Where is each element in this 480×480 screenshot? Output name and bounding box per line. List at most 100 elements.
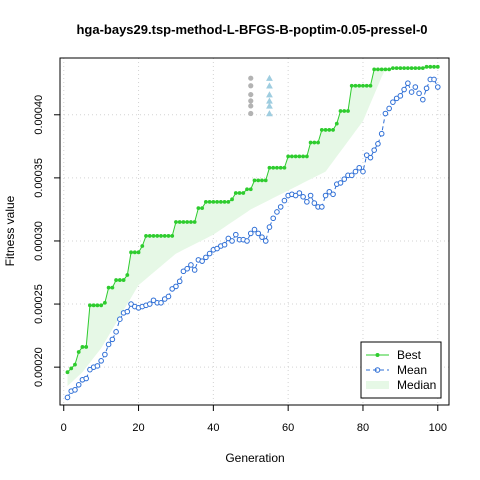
mean-point [75, 382, 82, 388]
mean-point [150, 297, 157, 304]
x-axis: 0 20 40 60 80 100 [61, 405, 447, 434]
mean-point [102, 351, 108, 358]
best-point [189, 220, 193, 224]
mean-point [266, 224, 273, 230]
mean-point [363, 152, 370, 158]
x-axis-label: Generation [225, 451, 284, 465]
best-point [267, 165, 272, 170]
mean-point [434, 84, 441, 90]
best-point [402, 66, 407, 70]
x-tick-label: 80 [357, 422, 369, 434]
mean-point [165, 293, 172, 300]
best-point [84, 345, 89, 349]
mean-point [360, 168, 366, 175]
best-point [136, 250, 141, 255]
best-point [114, 278, 119, 282]
y-tick-label: 0.00020 [33, 347, 45, 387]
mean-point [221, 241, 228, 248]
mean-point [375, 141, 381, 147]
best-point [304, 154, 309, 159]
mean-point [281, 197, 288, 204]
outlier-point-blue [266, 102, 273, 109]
mean-point [229, 238, 235, 244]
best-point [327, 128, 332, 132]
best-point [297, 154, 302, 159]
best-point [230, 197, 234, 202]
best-layer [65, 64, 440, 375]
x-tick-label: 60 [282, 422, 294, 434]
mean-point [259, 234, 265, 240]
mean-point [431, 76, 437, 83]
best-point [319, 128, 324, 132]
y-tick-label: 0.00035 [33, 158, 45, 198]
best-point [207, 199, 212, 204]
x-tick-label: 0 [61, 422, 67, 434]
mean-point [247, 230, 254, 237]
best-point [435, 64, 440, 69]
outlier-point-blue [266, 91, 273, 98]
best-point [368, 83, 373, 88]
best-point [185, 220, 190, 224]
best-point [323, 128, 328, 132]
mean-point [386, 105, 392, 112]
mean-point [330, 191, 336, 198]
best-point [102, 300, 107, 305]
best-point [293, 154, 298, 159]
outlier-point-gray [248, 83, 254, 89]
mean-point [423, 85, 430, 92]
legend-median-swatch [366, 381, 389, 389]
best-point [409, 66, 414, 70]
mean-point [158, 299, 164, 306]
best-point [110, 285, 115, 290]
mean-point [393, 95, 400, 102]
best-point [200, 206, 205, 211]
outlier-point-blue [266, 82, 273, 89]
best-point [215, 199, 219, 204]
mean-point [356, 164, 363, 171]
mean-point [113, 329, 119, 335]
best-point [76, 350, 81, 354]
best-point [334, 121, 339, 126]
best-point [159, 234, 163, 238]
best-point [428, 64, 433, 69]
best-point [278, 165, 283, 170]
mean-point [109, 336, 116, 343]
mean-point [128, 301, 134, 307]
mean-point [173, 283, 179, 290]
best-point [271, 165, 276, 170]
best-point [432, 64, 436, 69]
mean-point [300, 194, 306, 200]
best-point [162, 234, 167, 238]
best-point [338, 109, 343, 113]
best-point [308, 140, 313, 145]
mean-point [352, 168, 359, 175]
best-point [346, 109, 350, 113]
mean-point [270, 215, 277, 222]
mean-point [405, 80, 411, 87]
best-point [286, 154, 291, 159]
mean-point [255, 230, 262, 237]
best-point [129, 250, 133, 255]
mean-point [184, 265, 190, 272]
best-point [237, 191, 242, 195]
x-tick-label: 100 [429, 422, 447, 434]
best-point [166, 234, 171, 238]
mean-point [105, 341, 112, 348]
x-tick-label: 40 [207, 422, 219, 434]
outlier-point-blue [266, 110, 273, 117]
mean-point [341, 176, 348, 182]
best-point [316, 140, 320, 145]
y-tick-label: 0.00025 [33, 284, 45, 324]
y-tick-label: 0.00040 [33, 95, 45, 135]
best-point [65, 370, 70, 375]
mean-point [83, 375, 89, 382]
best-point [357, 83, 362, 88]
mean-point [319, 204, 325, 210]
y-axis-label: Fitness value [3, 195, 17, 266]
mean-point [117, 316, 123, 322]
legend: Best Mean Median [360, 341, 442, 399]
mean-point [348, 172, 355, 179]
mean-point [206, 250, 213, 257]
best-point [260, 178, 264, 183]
best-point [413, 66, 418, 70]
